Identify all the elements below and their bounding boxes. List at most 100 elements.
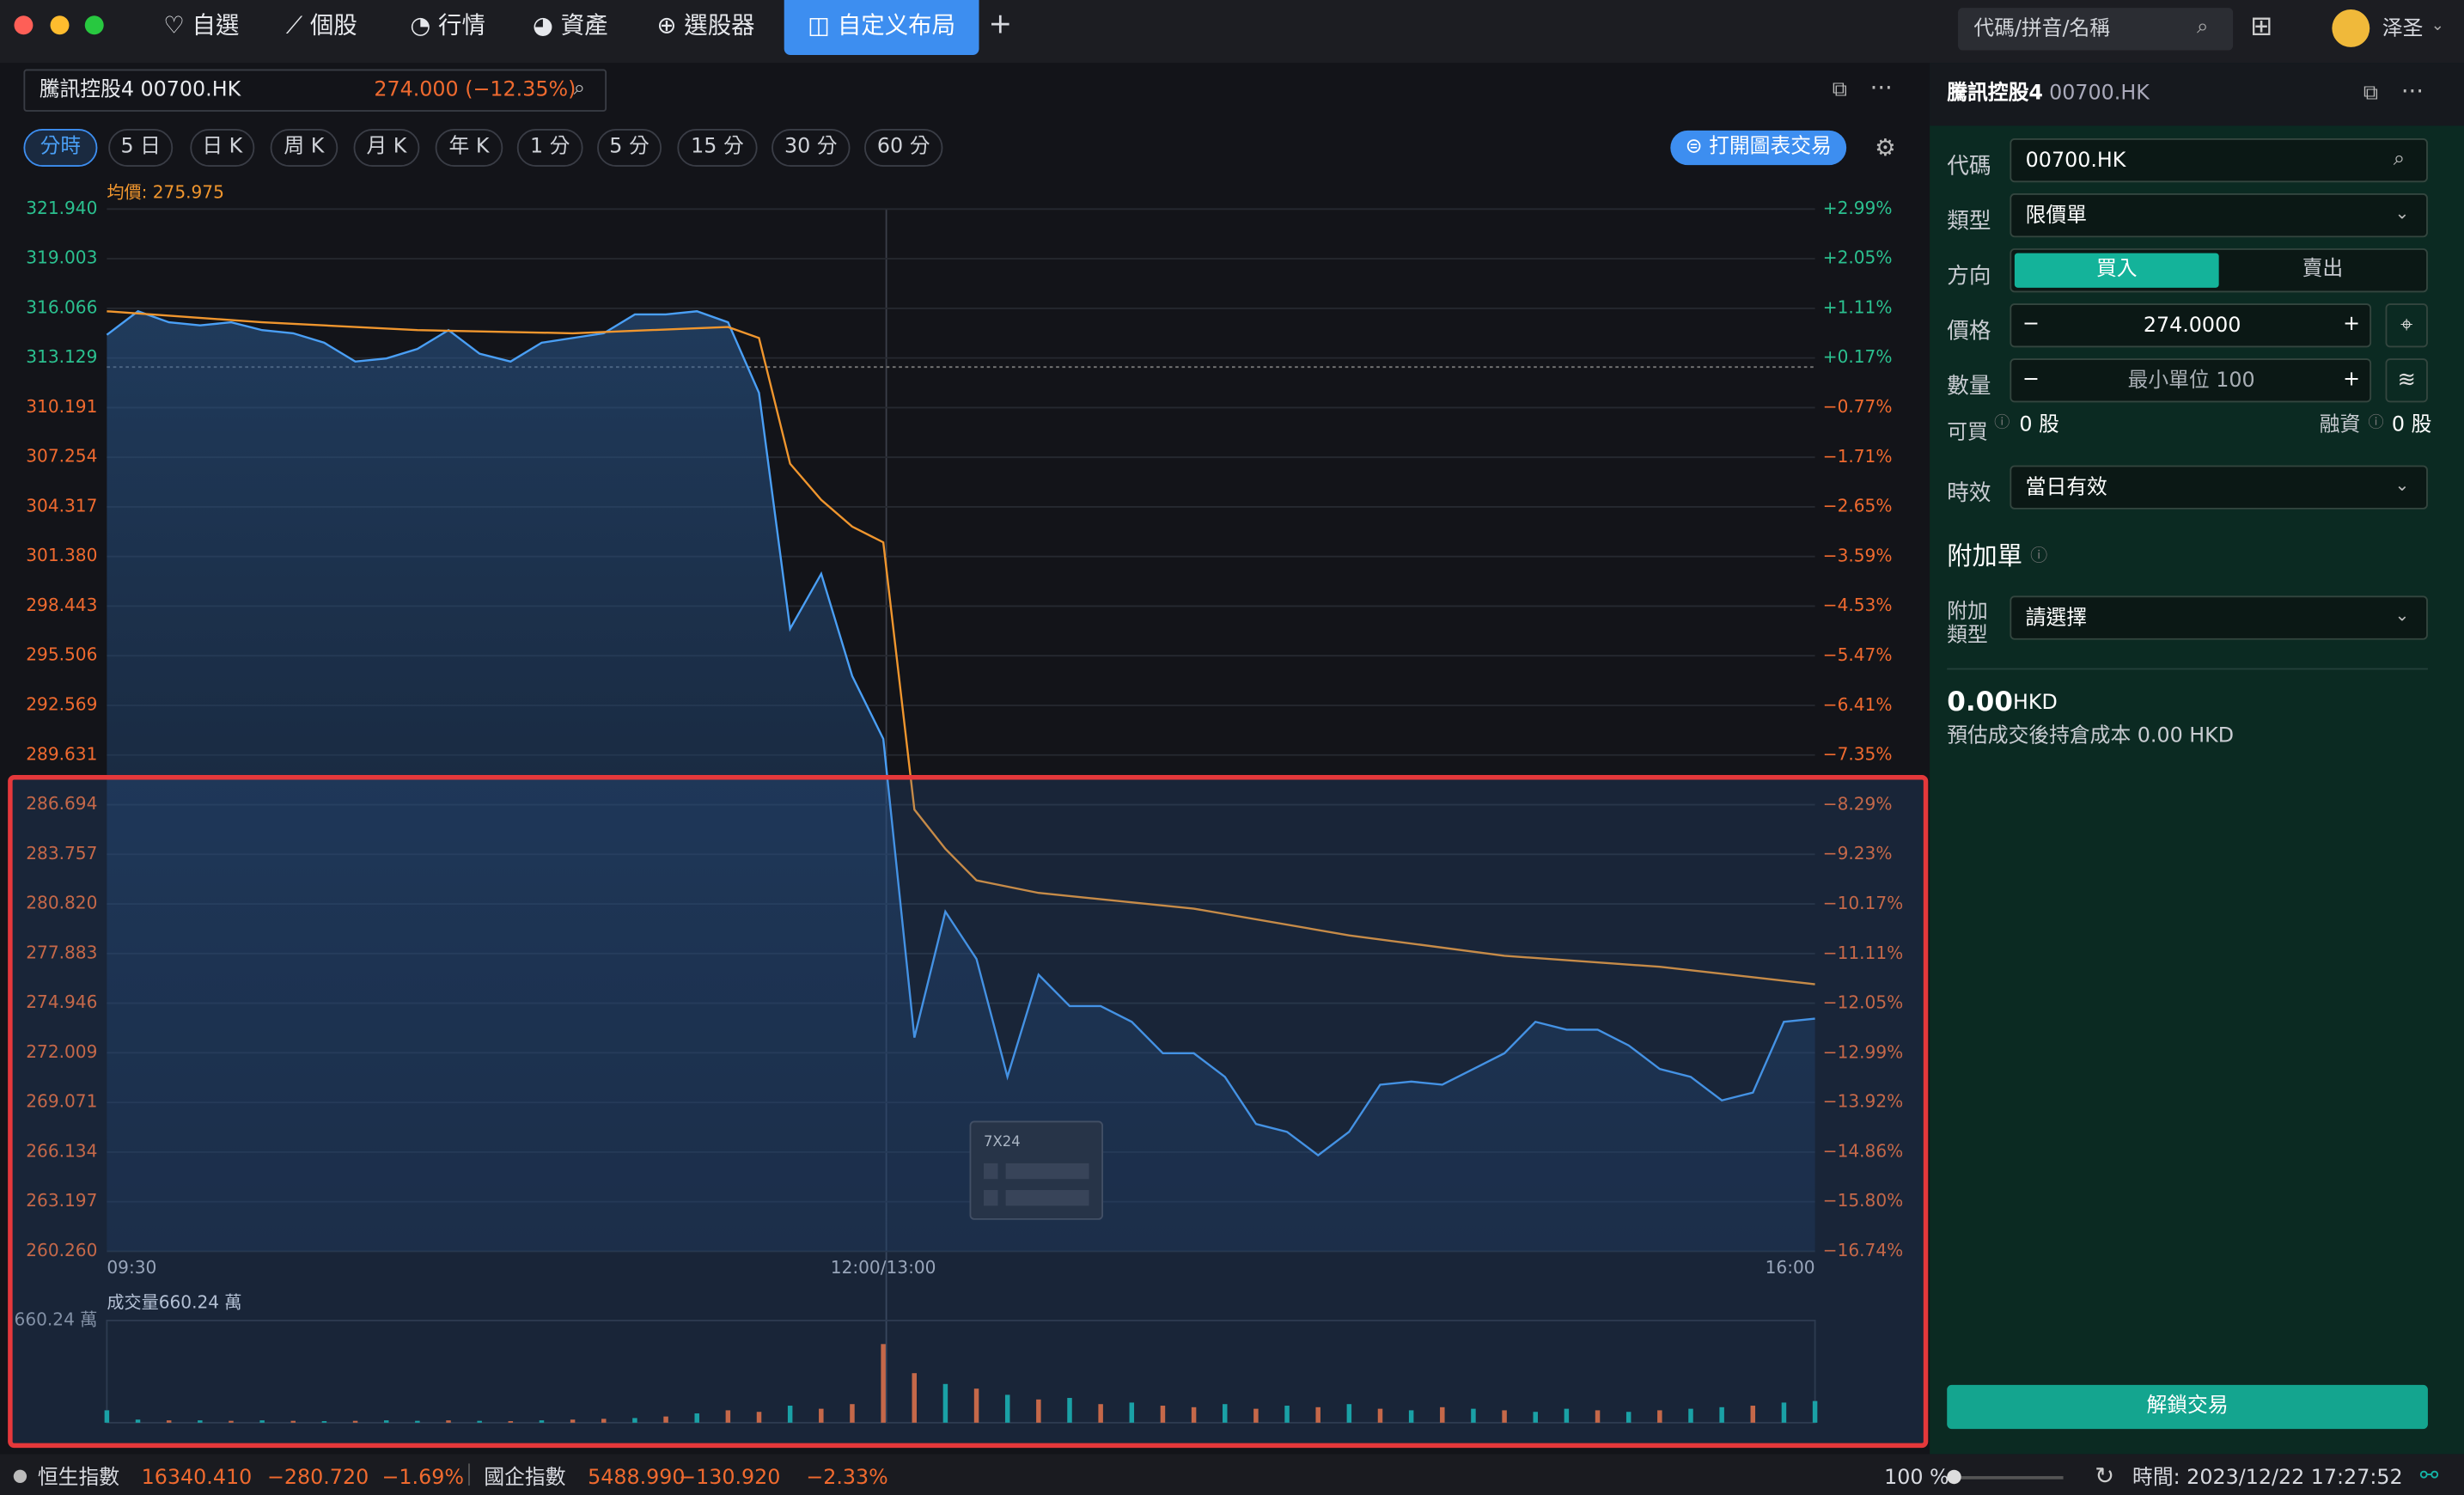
decrement[interactable]: − (2022, 313, 2040, 337)
amount-unit: HKD (2013, 692, 2058, 716)
search-box[interactable] (1958, 8, 2234, 51)
volume-bar (942, 1383, 948, 1423)
field-label: 價格 (1947, 319, 1991, 345)
period-button[interactable]: 5 分 (597, 129, 662, 167)
type-select[interactable] (2010, 193, 2428, 238)
y2-tick-label: +2.99% (1823, 198, 1893, 218)
y-tick-label: 307.254 (26, 446, 97, 467)
y2-tick-label: −0.77% (1823, 396, 1893, 417)
tab-active[interactable]: ◫ 自定义布局 (784, 0, 979, 56)
average-price: 均價: 275.975 (107, 182, 224, 203)
field-label: 可買 (1947, 421, 1988, 445)
x-tick-label: 16:00 (1766, 1257, 1815, 1278)
qty-input[interactable] (2010, 358, 2372, 403)
tif-value: 當日有效 (2025, 476, 2107, 500)
add-tab[interactable]: + (988, 8, 1013, 41)
minimize-button[interactable] (50, 15, 70, 35)
tab[interactable]: ♡ 自選 (163, 10, 240, 40)
increment[interactable]: + (2343, 313, 2361, 337)
popout-icon[interactable]: ⧉ (2363, 82, 2378, 106)
settings-icon[interactable]: ⚙ (1875, 133, 1896, 162)
period-button[interactable]: 分時 (23, 129, 98, 167)
buy-button[interactable]: 買入 (2014, 253, 2219, 288)
volume-bar (881, 1344, 886, 1423)
volume-bar (1657, 1410, 1662, 1423)
amount: 0.00 (1947, 686, 2013, 719)
user-name: 泽圣 (2382, 17, 2424, 41)
tab[interactable]: ◔ 行情 (410, 10, 485, 40)
refresh-icon[interactable]: ↻ (2095, 1461, 2115, 1491)
volume-bar (1036, 1399, 1041, 1423)
volume-bar (229, 1420, 234, 1423)
period-button[interactable]: 日 K (190, 129, 255, 167)
index-change: −280.720 (266, 1467, 369, 1491)
tif-select[interactable] (2010, 465, 2428, 510)
dropdown-icon: ⌄ (2394, 474, 2410, 496)
y2-tick-label: −5.47% (1823, 644, 1893, 665)
popout-icon[interactable]: ⧉ (1832, 78, 1847, 102)
margin-value: 0 股 (2391, 413, 2432, 437)
period-button[interactable]: 60 分 (863, 129, 943, 167)
y-tick-label: 321.940 (26, 198, 97, 218)
addon-value: 請選擇 (2025, 607, 2088, 631)
volume-bar (787, 1406, 793, 1423)
pin-icon: ● (12, 1465, 28, 1486)
code-value: 00700.HK (2025, 149, 2126, 174)
stock-search[interactable] (23, 69, 607, 112)
avatar[interactable] (2332, 9, 2370, 47)
apps-icon[interactable]: ⊞ (2250, 10, 2273, 43)
tab[interactable]: ◕ 資產 (533, 10, 608, 40)
y-tick-label: 263.197 (26, 1190, 97, 1211)
price-input[interactable] (2010, 303, 2372, 348)
y-tick-label: 295.506 (26, 644, 97, 665)
chart-trade-button[interactable]: ⊜ 打開圖表交易 (1670, 130, 1847, 166)
y2-tick-label: −11.11% (1823, 943, 1904, 963)
cost-note: 預估成交後持倉成本 0.00 HKD (1947, 724, 2235, 748)
index-change: −130.920 (679, 1467, 781, 1491)
tab[interactable]: ⊕ 選股器 (656, 10, 755, 40)
y-tick-label: 289.631 (26, 743, 97, 764)
y-tick-label: 298.443 (26, 595, 97, 615)
zoom-button[interactable] (84, 15, 104, 35)
search-icon: ⌕ (573, 76, 585, 101)
tab-label: 選股器 (684, 10, 755, 40)
period-button[interactable]: 30 分 (772, 129, 851, 167)
code-input[interactable] (2010, 138, 2428, 183)
y2-tick-label: +2.05% (1823, 247, 1893, 268)
volume-bar (539, 1420, 545, 1423)
y-tick-label: 319.003 (26, 247, 97, 268)
y-tick-label: 280.820 (26, 893, 97, 913)
unlock-button[interactable]: 解鎖交易 (1947, 1384, 2428, 1430)
price-value: 274.0000 (2143, 314, 2241, 339)
more-icon[interactable]: ··· (1869, 73, 1893, 102)
user-menu[interactable]: ⌄ (2430, 17, 2444, 35)
index-value: 16340.410 (141, 1467, 253, 1491)
status-bar (0, 1454, 2464, 1495)
y-tick-label: 286.694 (26, 793, 97, 814)
addon-select[interactable] (2010, 595, 2428, 640)
tab-label: 自定义布局 (837, 10, 956, 40)
zoom-knob[interactable] (1947, 1469, 1961, 1485)
button-label: 打開圖表交易 (1709, 135, 1832, 159)
y-tick-label: 260.260 (26, 1240, 97, 1260)
period-button[interactable]: 年 K (435, 129, 503, 167)
period-button[interactable]: 15 分 (677, 129, 758, 167)
layers-button[interactable]: ≋ (2385, 358, 2428, 403)
placeholder (1005, 1162, 1089, 1180)
volume-bar (1284, 1406, 1290, 1423)
period-button[interactable]: 5 日 (108, 129, 174, 167)
sell-button[interactable]: 賣出 (2302, 258, 2344, 282)
zoom-slider[interactable] (1949, 1476, 2064, 1480)
close-button[interactable] (14, 15, 34, 35)
period-button[interactable]: 月 K (353, 129, 420, 167)
tab[interactable]: ⟋ 個股 (285, 10, 357, 40)
decrement[interactable]: − (2022, 368, 2040, 392)
period-button[interactable]: 周 K (270, 129, 338, 167)
volume-bar (415, 1420, 420, 1423)
volume-bar (1408, 1410, 1414, 1423)
period-button[interactable]: 1 分 (516, 129, 583, 167)
increment[interactable]: + (2343, 368, 2361, 392)
more-icon[interactable]: ··· (2400, 76, 2424, 106)
locate-price[interactable]: ⌖ (2385, 303, 2428, 348)
